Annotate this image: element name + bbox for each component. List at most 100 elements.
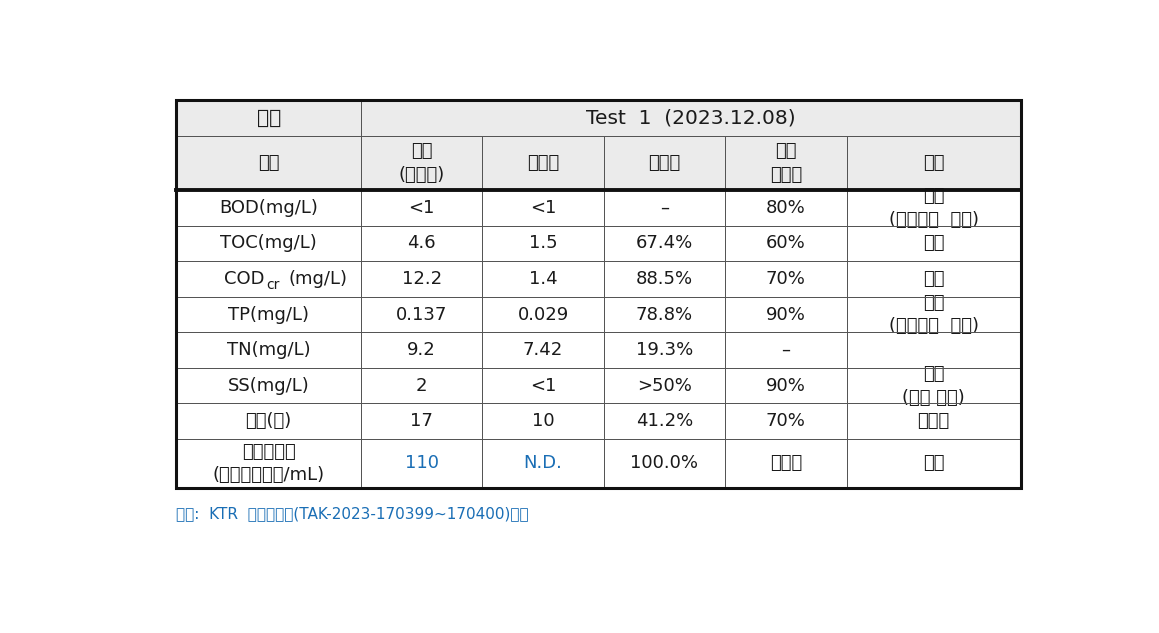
Bar xyxy=(604,368,726,403)
Bar xyxy=(176,403,360,439)
Text: cr: cr xyxy=(265,278,279,292)
Text: 100.0%: 100.0% xyxy=(630,454,699,472)
Text: 비고: 비고 xyxy=(923,154,945,172)
Text: 제거율: 제거율 xyxy=(648,154,680,172)
Bar xyxy=(482,225,604,261)
Bar xyxy=(604,261,726,297)
Text: <1: <1 xyxy=(408,199,435,217)
Bar xyxy=(604,297,726,332)
Text: 불검출: 불검출 xyxy=(770,454,802,472)
Bar xyxy=(482,190,604,225)
Text: 41.2%: 41.2% xyxy=(636,412,693,430)
Bar xyxy=(360,136,482,190)
Text: COD: COD xyxy=(224,270,264,288)
Bar xyxy=(176,101,360,136)
Bar xyxy=(604,332,726,368)
Bar xyxy=(360,368,482,403)
Bar xyxy=(726,136,846,190)
Bar xyxy=(604,439,726,488)
Bar xyxy=(726,225,846,261)
Text: 색도(도): 색도(도) xyxy=(246,412,292,430)
Bar xyxy=(482,297,604,332)
Bar xyxy=(726,190,846,225)
Bar xyxy=(726,368,846,403)
Text: 달성: 달성 xyxy=(923,454,945,472)
Bar xyxy=(360,297,482,332)
Bar xyxy=(482,332,604,368)
Bar xyxy=(360,261,482,297)
Bar xyxy=(482,368,604,403)
Bar xyxy=(176,368,360,403)
Text: 17: 17 xyxy=(410,412,433,430)
Bar xyxy=(482,190,604,225)
Text: 9.2: 9.2 xyxy=(407,341,436,359)
Bar xyxy=(482,136,604,190)
Text: 달성
(검출한계  이하): 달성 (검출한계 이하) xyxy=(889,294,978,335)
Text: 67.4%: 67.4% xyxy=(636,234,693,253)
Text: 달성
(검출한계  이하): 달성 (검출한계 이하) xyxy=(889,187,978,229)
Bar xyxy=(604,136,726,190)
Bar xyxy=(726,332,846,368)
Text: 110: 110 xyxy=(404,454,439,472)
Bar xyxy=(604,261,726,297)
Bar xyxy=(482,439,604,488)
Bar xyxy=(846,403,1021,439)
Text: 12.2: 12.2 xyxy=(402,270,442,288)
Bar xyxy=(726,297,846,332)
Bar xyxy=(176,297,360,332)
Bar xyxy=(482,136,604,190)
Bar xyxy=(846,439,1021,488)
Text: N.D.: N.D. xyxy=(524,454,562,472)
Bar xyxy=(726,403,846,439)
Bar xyxy=(846,332,1021,368)
Bar xyxy=(604,332,726,368)
Text: 처리수: 처리수 xyxy=(527,154,559,172)
Bar xyxy=(846,368,1021,403)
Bar xyxy=(482,225,604,261)
Bar xyxy=(482,403,604,439)
Bar xyxy=(846,297,1021,332)
Bar xyxy=(726,297,846,332)
Bar xyxy=(176,136,360,190)
Bar xyxy=(176,368,360,403)
Bar xyxy=(846,261,1021,297)
Text: BOD(mg/L): BOD(mg/L) xyxy=(219,199,318,217)
Bar xyxy=(360,403,482,439)
Text: <1: <1 xyxy=(530,199,556,217)
Bar xyxy=(360,136,482,190)
Bar xyxy=(176,261,360,297)
Bar xyxy=(604,297,726,332)
Text: 번호: 번호 xyxy=(256,109,280,128)
Text: Test  1  (2023.12.08): Test 1 (2023.12.08) xyxy=(586,109,795,128)
Text: 90%: 90% xyxy=(766,377,806,395)
Text: 목표
제거율: 목표 제거율 xyxy=(770,142,802,184)
Text: TN(mg/L): TN(mg/L) xyxy=(227,341,311,359)
Bar xyxy=(846,439,1021,488)
Bar xyxy=(846,225,1021,261)
Text: 60%: 60% xyxy=(766,234,806,253)
Bar xyxy=(726,439,846,488)
Bar xyxy=(360,368,482,403)
Bar xyxy=(360,190,482,225)
Bar xyxy=(846,261,1021,297)
Text: >50%: >50% xyxy=(637,377,692,395)
Bar xyxy=(360,225,482,261)
Bar xyxy=(726,403,846,439)
Bar xyxy=(482,439,604,488)
Bar xyxy=(846,190,1021,225)
Bar xyxy=(360,101,1021,136)
Bar xyxy=(726,439,846,488)
Bar xyxy=(726,190,846,225)
Text: –: – xyxy=(659,199,669,217)
Text: 원수
(방류수): 원수 (방류수) xyxy=(399,142,445,184)
Bar xyxy=(726,332,846,368)
Bar xyxy=(846,136,1021,190)
Text: 달성: 달성 xyxy=(923,270,945,288)
Bar xyxy=(482,332,604,368)
Bar xyxy=(176,136,360,190)
Bar xyxy=(482,261,604,297)
Bar xyxy=(604,136,726,190)
Text: 70%: 70% xyxy=(766,270,806,288)
Text: 10: 10 xyxy=(532,412,554,430)
Bar xyxy=(176,261,360,297)
